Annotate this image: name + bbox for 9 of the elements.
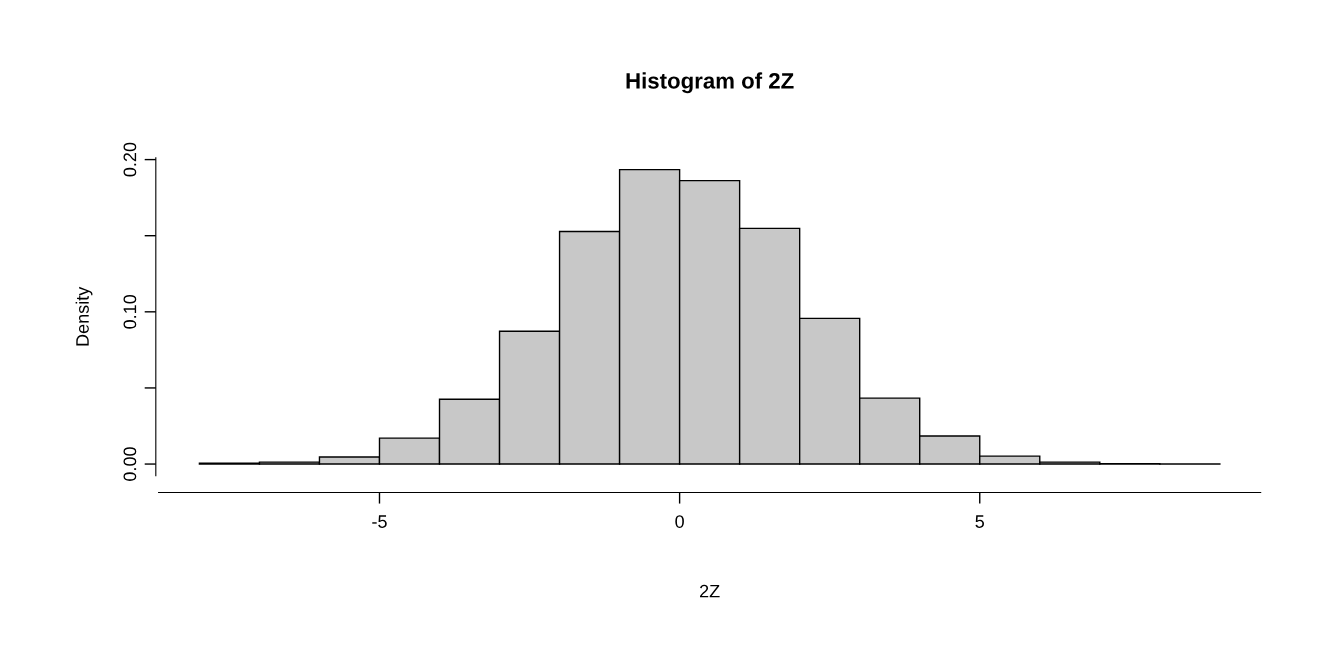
x-tick-label: 0: [675, 515, 684, 528]
x-tick-label: 5: [975, 515, 985, 528]
y-axis-title: Density: [75, 286, 93, 346]
x-axis-title: 2Z: [700, 584, 720, 598]
y-tick-label: 0.00: [123, 447, 137, 481]
x-tick-label: -5: [372, 515, 387, 528]
y-tick-label: 0.10: [123, 294, 137, 329]
y-tick-label: 0.20: [123, 142, 137, 177]
chart-title: Histogram of 2Z: [626, 72, 794, 94]
